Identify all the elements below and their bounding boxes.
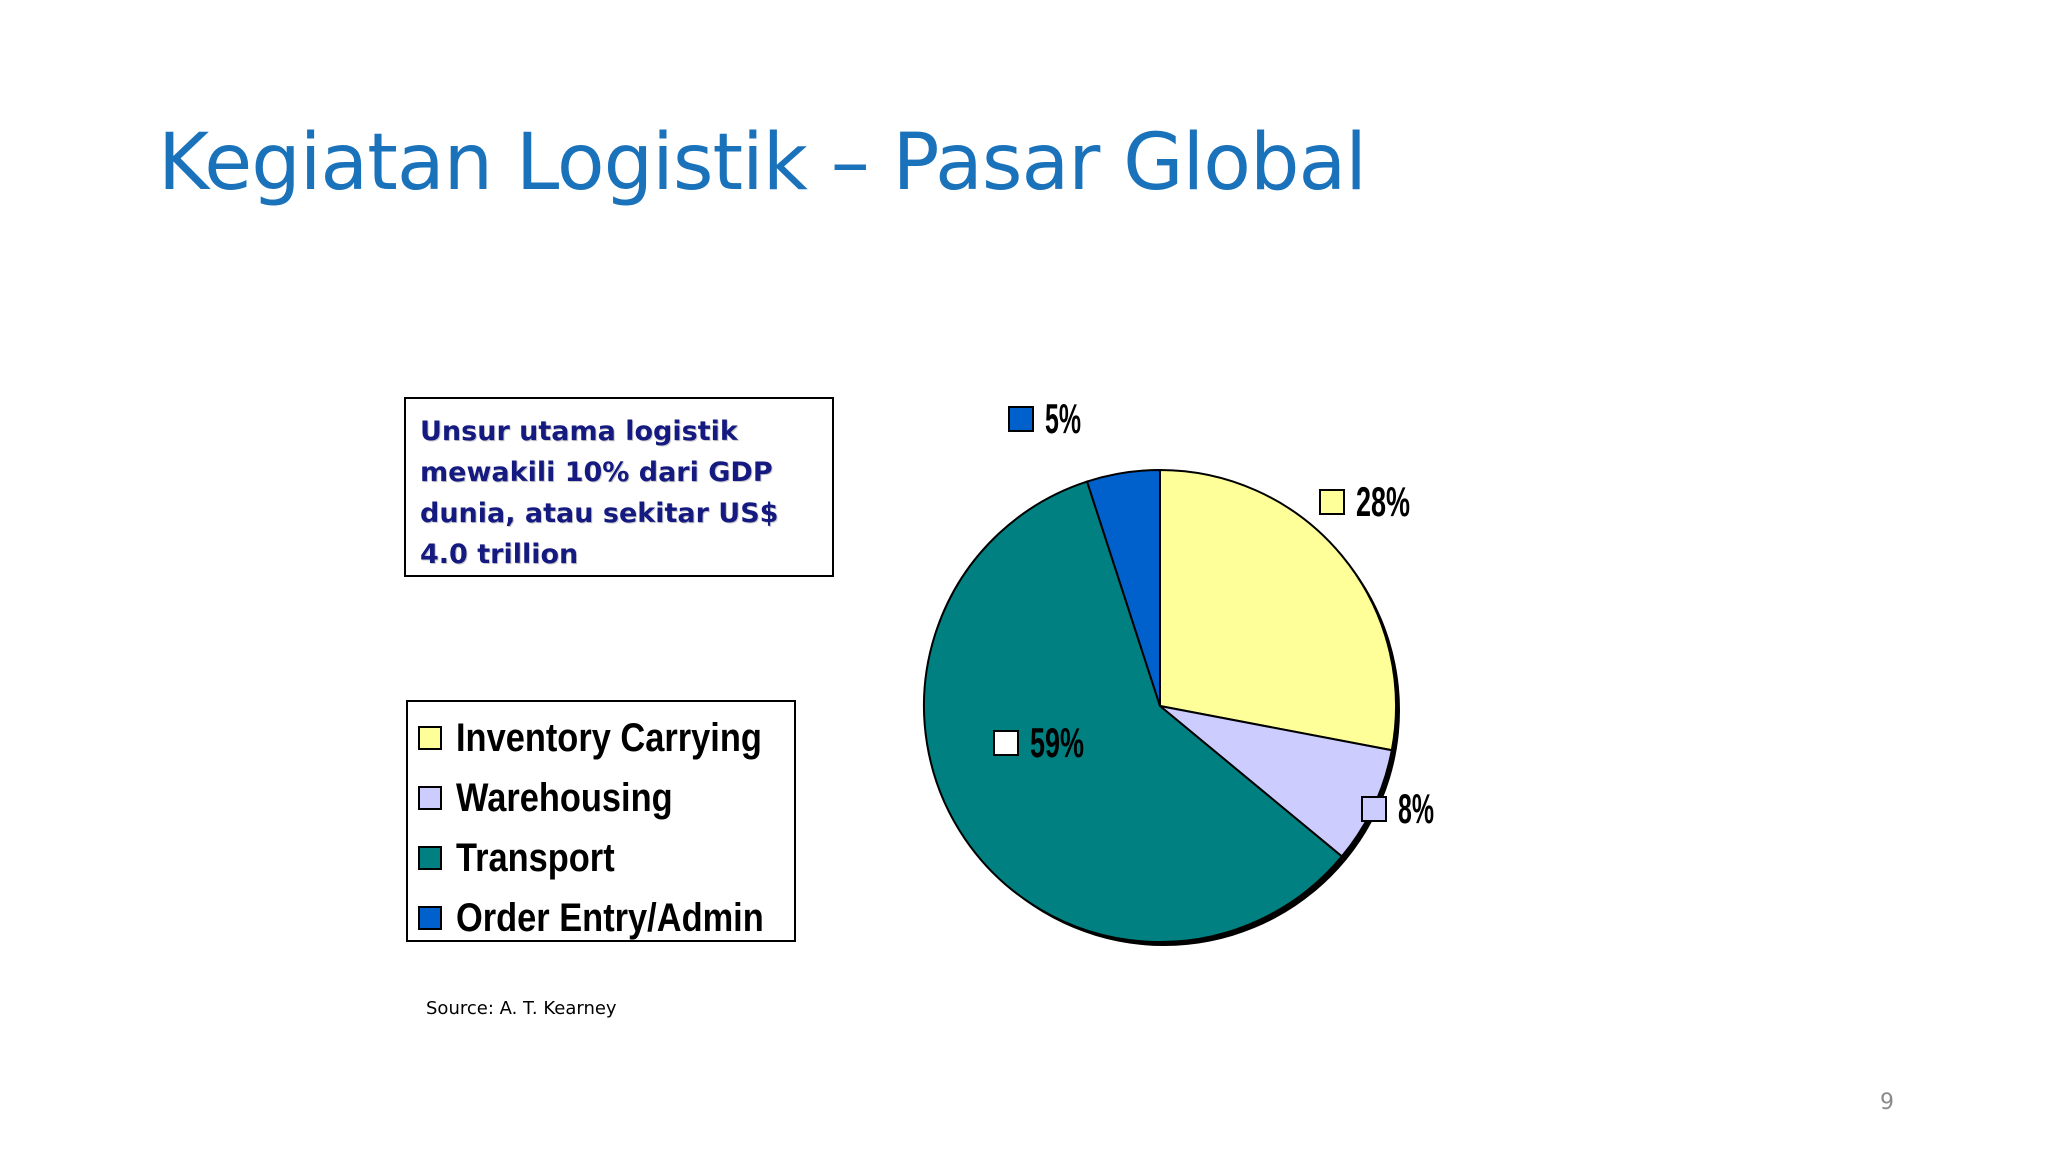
chart-legend: Inventory Carrying Warehousing Transport…: [406, 700, 796, 942]
legend-label-transport: Transport: [456, 835, 615, 880]
pie-label-order-entry-admin: 5%: [1045, 395, 1081, 442]
pie-slice-transport: [923, 480, 1344, 943]
pie-label-warehousing: 8%: [1398, 785, 1434, 832]
legend-swatch-inventory-carrying: [418, 726, 442, 750]
legend-swatch-order-entry-admin: [418, 906, 442, 930]
pie-label-transport: 59%: [1030, 719, 1084, 766]
source-note: Source: A. T. Kearney: [426, 998, 617, 1019]
pie-label-swatch-inventory-carrying: [1319, 489, 1345, 515]
pie-label-swatch-order-entry-admin: [1008, 406, 1034, 432]
legend-swatch-transport: [418, 846, 442, 870]
legend-label-inventory-carrying: Inventory Carrying: [456, 715, 762, 760]
pie-labels: 28% 8% 59% 5%: [993, 395, 1434, 832]
legend-item-transport: Transport: [418, 828, 784, 888]
legend-item-order-entry-admin: Order Entry/Admin: [418, 888, 784, 948]
slide-title: Kegiatan Logistik – Pasar Global: [158, 118, 1367, 208]
legend-label-order-entry-admin: Order Entry/Admin: [456, 895, 764, 940]
pie-slice-inventory-carrying: [1159, 468, 1397, 752]
note-box: Unsur utama logistik mewakili 10% dari G…: [404, 397, 834, 577]
pie-slices: [923, 468, 1400, 946]
pie-slice-order-entry-admin: [1085, 468, 1161, 707]
legend-swatch-warehousing: [418, 786, 442, 810]
pie-label-inventory-carrying: 28%: [1356, 478, 1410, 525]
legend-item-inventory-carrying: Inventory Carrying: [418, 708, 784, 768]
pie-label-swatch-transport: [993, 730, 1019, 756]
legend-item-warehousing: Warehousing: [418, 768, 784, 828]
page-number: 9: [1880, 1090, 1894, 1115]
legend-label-warehousing: Warehousing: [456, 775, 673, 820]
pie-label-swatch-warehousing: [1361, 796, 1387, 822]
